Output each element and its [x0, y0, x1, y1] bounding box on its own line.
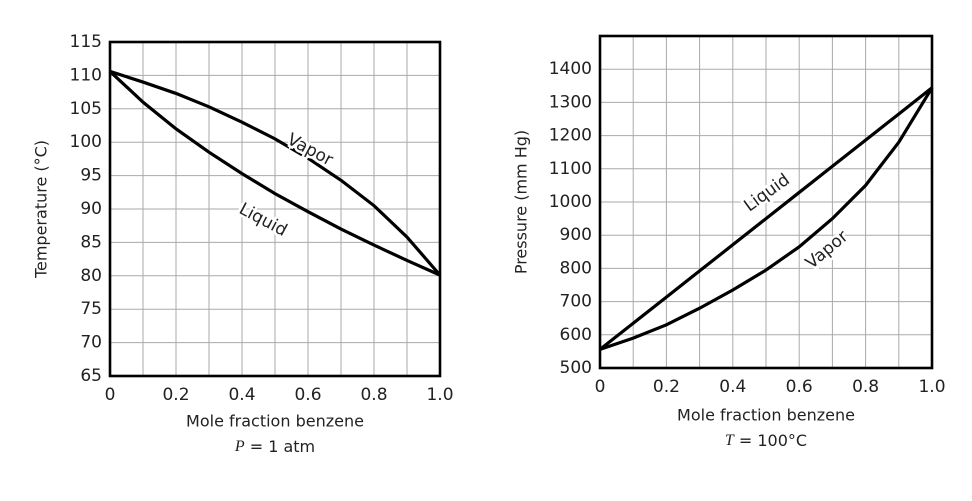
y-axis-label: Pressure (mm Hg)	[512, 130, 531, 274]
y-tick-label: 90	[80, 199, 102, 219]
curve	[599, 86, 934, 351]
curve-label: Liquid	[740, 170, 793, 216]
y-tick-label: 600	[560, 325, 592, 345]
plot-frame	[598, 34, 934, 370]
caption: T = 100°C	[725, 431, 807, 450]
x-tick-label: 0.4	[719, 377, 746, 397]
plot-frame	[108, 40, 442, 378]
y-axis-label: Temperature (°C)	[32, 140, 51, 279]
y-tick-label: 500	[560, 358, 592, 378]
y-tick-label: 1400	[549, 59, 592, 79]
y-tick-label: 95	[80, 166, 102, 186]
x-axis-label: Mole fraction benzene	[677, 406, 855, 425]
y-tick-label: 1000	[549, 192, 592, 212]
y-tick-label: 800	[560, 258, 592, 278]
x-tick-label: 0.6	[786, 377, 813, 397]
curve	[108, 70, 441, 277]
curve-label: Vapor	[802, 227, 852, 274]
y-tick-label: 1100	[549, 159, 592, 179]
x-tick-label: 0.8	[360, 385, 387, 405]
curve-label: Liquid	[236, 199, 291, 241]
y-tick-label: 900	[560, 225, 592, 245]
x-tick-label: 0.6	[294, 385, 321, 405]
y-tick-label: 75	[80, 299, 102, 319]
caption-text: = 100°C	[734, 431, 807, 450]
x-tick-label: 1.0	[426, 385, 453, 405]
y-tick-label: 65	[80, 366, 102, 386]
x-axis-label: Mole fraction benzene	[186, 412, 364, 431]
y-tick-label: 110	[70, 65, 102, 85]
x-tick-label: 0.2	[162, 385, 189, 405]
caption-variable: T	[725, 432, 735, 449]
x-tick-label: 1.0	[918, 377, 945, 397]
y-tick-label: 700	[560, 292, 592, 312]
y-tick-label: 1200	[549, 126, 592, 146]
y-tick-label: 105	[70, 99, 102, 119]
y-tick-label: 115	[70, 32, 102, 52]
y-tick-label: 80	[80, 266, 102, 286]
curve-label: Vapor	[284, 130, 337, 171]
x-tick-label: 0.2	[653, 377, 680, 397]
caption-text: = 1 atm	[245, 437, 316, 456]
y-tick-label: 85	[80, 232, 102, 252]
curve	[599, 86, 933, 351]
y-tick-label: 1300	[549, 92, 592, 112]
y-tick-label: 70	[80, 333, 102, 353]
x-tick-label: 0.4	[228, 385, 255, 405]
x-tick-label: 0	[595, 377, 606, 397]
curve	[109, 69, 442, 277]
caption: P = 1 atm	[234, 437, 315, 456]
y-tick-label: 100	[70, 132, 102, 152]
x-tick-label: 0.8	[852, 377, 879, 397]
x-tick-label: 0	[105, 385, 116, 405]
caption-variable: P	[234, 438, 245, 455]
